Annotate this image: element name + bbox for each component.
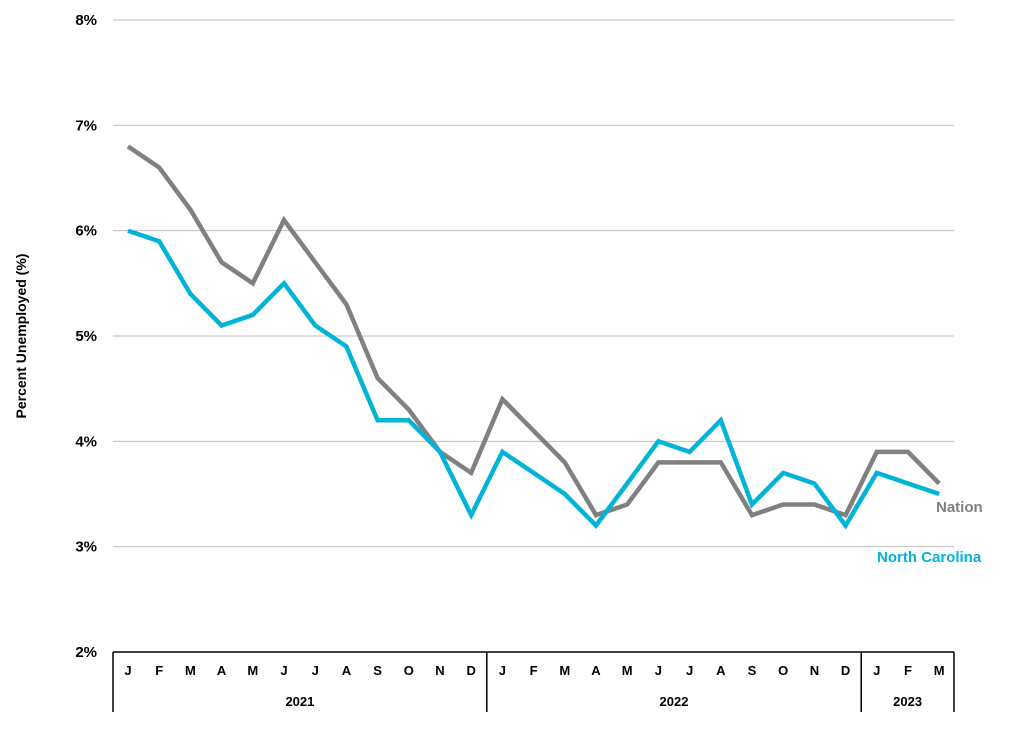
series-line-north-carolina: [127, 228, 940, 530]
y-tick-label: 6%: [75, 223, 97, 240]
x-tick-label: F: [904, 663, 912, 678]
y-tick-label: 2%: [75, 644, 97, 661]
x-tick-label: J: [312, 663, 319, 678]
x-tick-label: A: [217, 663, 227, 678]
y-axis-label: Percent Unemployed (%): [13, 254, 29, 419]
x-tick-label: S: [748, 663, 757, 678]
y-tick-label: 4%: [75, 433, 97, 450]
x-tick-label: M: [185, 663, 196, 678]
y-tick-label: 5%: [75, 328, 97, 345]
x-tick-label: N: [810, 663, 819, 678]
year-label: 2021: [285, 694, 314, 709]
x-tick-label: J: [873, 663, 880, 678]
x-tick-label: J: [499, 663, 506, 678]
x-axis: J F M A M J J A S O N D J F M A M J J A S O N D J F M 2021 2022 2023: [112, 651, 955, 712]
x-tick-label: S: [373, 663, 382, 678]
x-tick-label: O: [404, 663, 414, 678]
x-tick-label: N: [435, 663, 444, 678]
x-tick-label: M: [559, 663, 570, 678]
year-label: 2022: [660, 694, 689, 709]
x-tick-label: M: [934, 663, 945, 678]
y-tick-label: 3%: [75, 539, 97, 556]
x-tick-label: F: [530, 663, 538, 678]
series-label-nation: Nation: [936, 499, 983, 516]
x-tick-label: A: [591, 663, 601, 678]
y-axis-ticks: 2% 3% 4% 5% 6% 7% 8%: [75, 12, 97, 661]
x-tick-label: D: [841, 663, 850, 678]
x-tick-label: D: [467, 663, 476, 678]
series-label-north-carolina: North Carolina: [877, 549, 982, 566]
series-lines: [126, 144, 941, 530]
x-tick-label: J: [280, 663, 287, 678]
gridlines: [113, 19, 954, 548]
x-tick-label: J: [686, 663, 693, 678]
x-tick-label: J: [655, 663, 662, 678]
x-tick-label: A: [716, 663, 726, 678]
x-tick-label: M: [622, 663, 633, 678]
x-tick-label: F: [155, 663, 163, 678]
x-tick-label: A: [342, 663, 352, 678]
y-tick-label: 7%: [75, 117, 97, 134]
y-tick-label: 8%: [75, 12, 97, 29]
x-tick-label: O: [778, 663, 788, 678]
series-line-nation: [126, 144, 941, 518]
year-label: 2023: [893, 694, 922, 709]
x-tick-label: J: [124, 663, 131, 678]
x-tick-label: M: [247, 663, 258, 678]
